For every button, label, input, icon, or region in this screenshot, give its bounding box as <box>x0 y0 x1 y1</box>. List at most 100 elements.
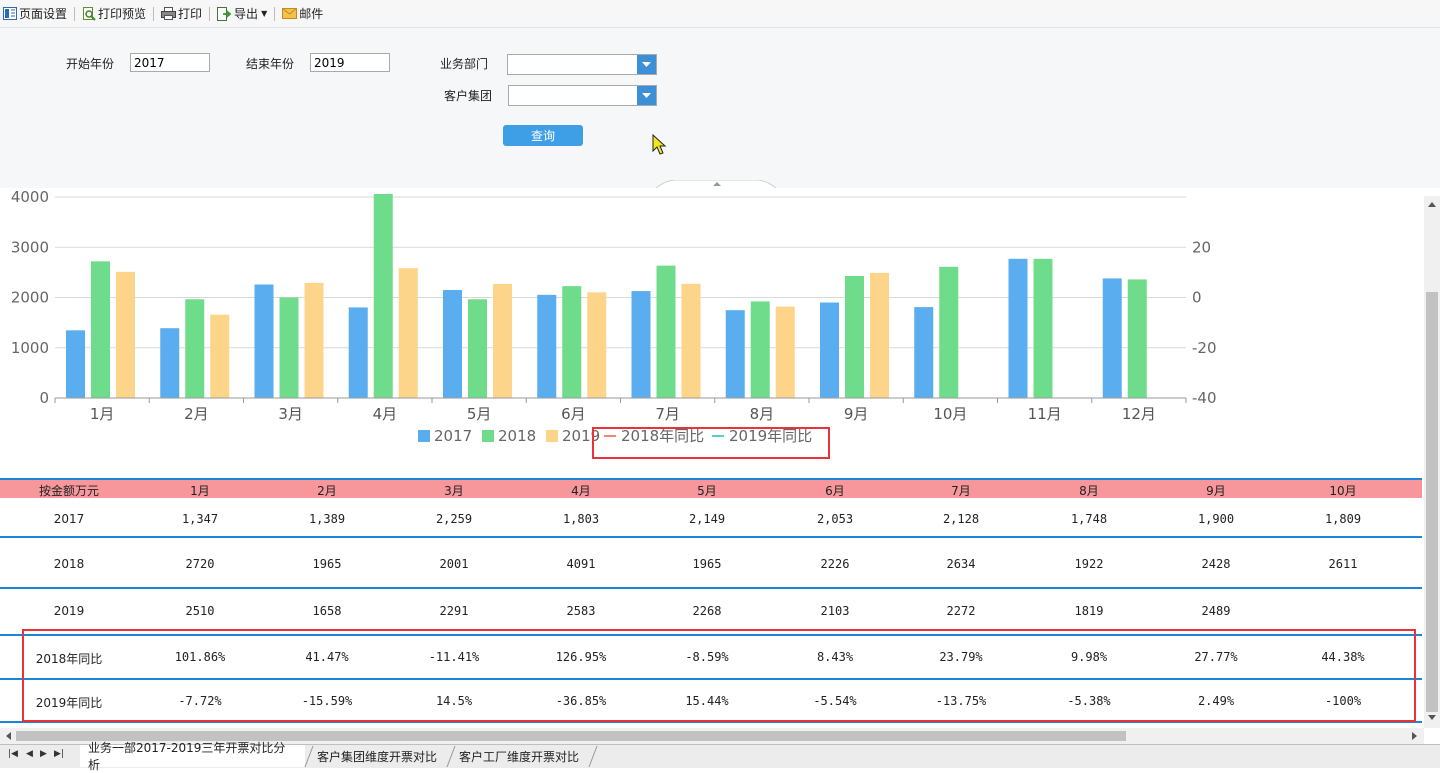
x-tick-label: 5月 <box>467 405 492 423</box>
table-cell: 2,053 <box>816 512 854 526</box>
query-button[interactable]: 查询 <box>503 125 583 146</box>
end-year-input[interactable] <box>310 53 390 72</box>
table-cell: 1,347 <box>181 512 219 526</box>
bar-2018-7月 <box>656 265 676 398</box>
export-icon <box>217 6 232 21</box>
table-cell: 44.38% <box>1321 650 1365 664</box>
horizontal-scrollbar[interactable] <box>0 728 1424 744</box>
table-cell: 2,149 <box>688 512 726 526</box>
y2-tick-label: -20 <box>1192 339 1217 357</box>
last-sheet-icon[interactable]: ▶| <box>54 749 64 759</box>
bar-2019-1月 <box>116 271 135 398</box>
vertical-scrollbar-thumb[interactable] <box>1426 292 1438 712</box>
y-tick-label: 1000 <box>11 339 49 357</box>
x-tick-label: 11月 <box>1028 405 1062 423</box>
bar-2018-4月 <box>373 194 393 398</box>
scroll-up-icon[interactable] <box>1428 201 1436 207</box>
table-cell: 1819 <box>1074 604 1104 618</box>
table-cell: -8.59% <box>685 650 729 664</box>
header-cell: 按金额万元 <box>38 484 99 498</box>
print-preview-button[interactable]: 打印预览 <box>79 0 149 27</box>
bar-2019-9月 <box>870 272 889 398</box>
monthly-invoice-chart: 0 1000 2000 3000 4000 -40 -20 0 20 1月 2月 3月 4月 5月 6月 7月… <box>11 188 1217 445</box>
header-cell: 1月 <box>190 484 210 498</box>
header-cell: 3月 <box>444 484 464 498</box>
bar-2019-5月 <box>493 284 512 398</box>
yoy-rows-highlight-box <box>22 629 1416 722</box>
department-select[interactable] <box>507 54 657 75</box>
collapse-panel-handle[interactable] <box>656 180 776 188</box>
first-sheet-icon[interactable]: |◀ <box>8 749 18 759</box>
scroll-left-icon[interactable] <box>5 732 11 740</box>
prev-sheet-icon[interactable]: ◀ <box>26 749 33 759</box>
bar-2018-3月 <box>279 297 299 398</box>
next-sheet-icon[interactable]: ▶ <box>40 749 47 759</box>
table-cell: 23.79% <box>939 650 983 664</box>
row-label-cell: 2017 <box>53 512 85 526</box>
x-tick-label: 1月 <box>90 405 115 423</box>
header-cell: 8月 <box>1079 484 1099 498</box>
sheet-tab-yearly-comparison[interactable]: 业务一部2017-2019三年开票对比分析 <box>80 741 305 772</box>
x-tick-label: 9月 <box>844 405 869 423</box>
table-cell: -13.75% <box>935 694 987 708</box>
legend-label-2019年同比: 2019年同比 <box>729 427 812 445</box>
scroll-right-icon[interactable] <box>1412 732 1418 740</box>
bar-2017-4月 <box>348 307 368 398</box>
page-setup-button[interactable]: 页面设置 <box>0 0 70 27</box>
table-cell: 2634 <box>946 557 976 571</box>
row-label-cell: 2019 <box>53 604 85 618</box>
table-cell: 1,900 <box>1197 512 1235 526</box>
row-divider <box>0 678 1422 680</box>
row-label-cell: 2018 <box>53 557 85 571</box>
legend-label-2018年同比: 2018年同比 <box>621 427 704 445</box>
table-cell: 2268 <box>692 604 722 618</box>
header-cell: 5月 <box>697 484 717 498</box>
bar-2019-3月 <box>304 282 324 398</box>
legend-label-2018: 2018 <box>498 427 536 445</box>
mouse-cursor-icon <box>652 134 667 155</box>
print-button[interactable]: 打印 <box>158 0 205 27</box>
legend-swatch-2018 <box>482 430 494 442</box>
horizontal-scrollbar-thumb[interactable] <box>16 731 1126 741</box>
bar-2019-8月 <box>775 306 795 398</box>
bar-2018-11月 <box>1033 258 1053 398</box>
y2-tick-label: 0 <box>1192 289 1202 307</box>
customer-group-label: 客户集团 <box>444 89 493 103</box>
legend-label-2017: 2017 <box>434 427 472 445</box>
table-cell: 1658 <box>312 604 342 618</box>
table-cell: 2291 <box>439 604 469 618</box>
bar-2017-5月 <box>443 290 462 398</box>
table-cell: -5.38% <box>1067 694 1111 708</box>
bar-2017-12月 <box>1102 278 1122 398</box>
bar-2018-12月 <box>1127 279 1147 398</box>
table-cell: 101.86% <box>174 650 226 664</box>
header-cell: 4月 <box>571 484 591 498</box>
start-year-input[interactable] <box>130 53 210 72</box>
sheet-tab-customer-group[interactable]: 客户集团维度开票对比 <box>316 749 437 764</box>
customer-group-select[interactable] <box>508 85 657 106</box>
vertical-scrollbar[interactable] <box>1424 196 1440 728</box>
x-tick-label: 8月 <box>750 405 775 423</box>
export-label: 导出 <box>234 7 259 21</box>
sheet-tab-customer-factory[interactable]: 客户工厂维度开票对比 <box>458 749 579 764</box>
chevron-down-icon[interactable] <box>637 55 656 74</box>
page-setup-label: 页面设置 <box>19 7 68 21</box>
mail-icon <box>282 8 298 19</box>
table-cell: 2001 <box>439 557 469 571</box>
export-button[interactable]: 导出 ▼ <box>214 0 270 27</box>
x-tick-label: 4月 <box>373 405 398 423</box>
row-divider <box>0 536 1422 538</box>
bar-2017-2月 <box>160 328 180 398</box>
bar-2017-7月 <box>631 291 651 398</box>
bar-2018-5月 <box>468 299 487 398</box>
table-cell: 27.77% <box>1194 650 1238 664</box>
table-cell: 1922 <box>1074 557 1104 571</box>
mail-button[interactable]: 邮件 <box>279 0 326 27</box>
table-cell: 14.5% <box>435 694 473 708</box>
print-label: 打印 <box>178 7 203 21</box>
chevron-down-icon[interactable] <box>637 86 656 105</box>
scroll-down-icon[interactable] <box>1428 715 1436 721</box>
start-year-label: 开始年份 <box>66 57 115 71</box>
y2-tick-label: -40 <box>1192 389 1217 407</box>
toolbar-divider <box>209 6 211 21</box>
